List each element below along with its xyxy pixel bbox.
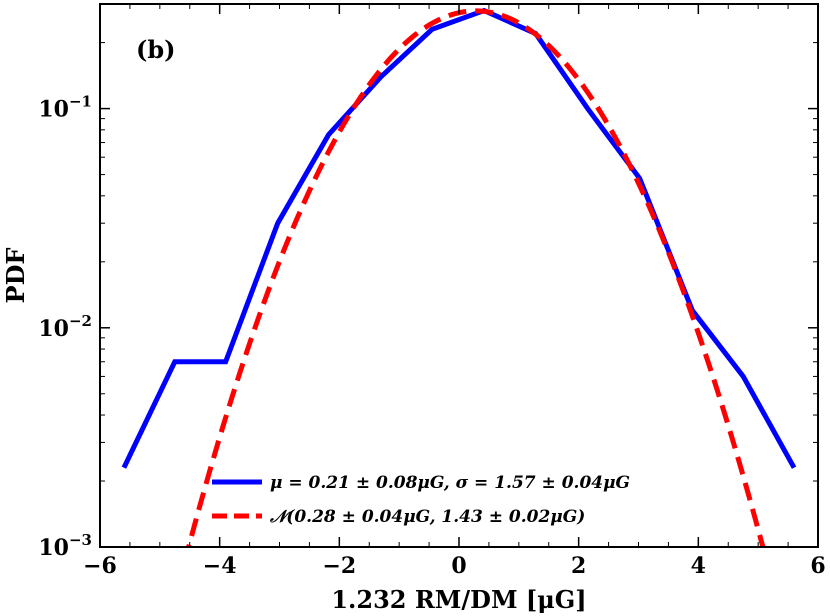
x-tick-label: 6 [810,553,825,579]
x-tick-labels: −6 −4 −2 0 2 4 6 [83,553,826,579]
y-tick-label: 10−3 [38,531,92,561]
y-tick-labels: 10−3 10−2 10−1 [38,93,92,561]
legend-entry-observed: μ = 0.21 ± 0.08μG, σ = 1.57 ± 0.04μG [270,473,630,493]
plot-frame [99,3,819,548]
x-tick-label: −6 [83,553,117,579]
x-tick-label: 2 [571,553,586,579]
panel-label: (b) [136,35,176,64]
legend-entry-gaussian: 𝒩(0.28 ± 0.04μG, 1.43 ± 0.02μG) [269,507,585,527]
x-tick-label: 0 [451,553,466,579]
x-axis-label: 1.232 RM/DM [μG] [331,585,586,614]
legend: μ = 0.21 ± 0.08μG, σ = 1.57 ± 0.04μG 𝒩(0… [212,473,630,527]
x-tick-label: 4 [691,553,706,579]
y-tick-label: 10−2 [38,312,92,342]
series-gaussian-fit-line [186,8,766,547]
y-tick-label: 10−1 [38,93,92,123]
x-tick-label: −4 [203,553,237,579]
ticks-layer [99,4,819,548]
y-axis-label: PDF [1,248,30,304]
series-layer [121,7,797,547]
x-tick-label: −2 [322,553,356,579]
series-observed-line [121,7,797,469]
